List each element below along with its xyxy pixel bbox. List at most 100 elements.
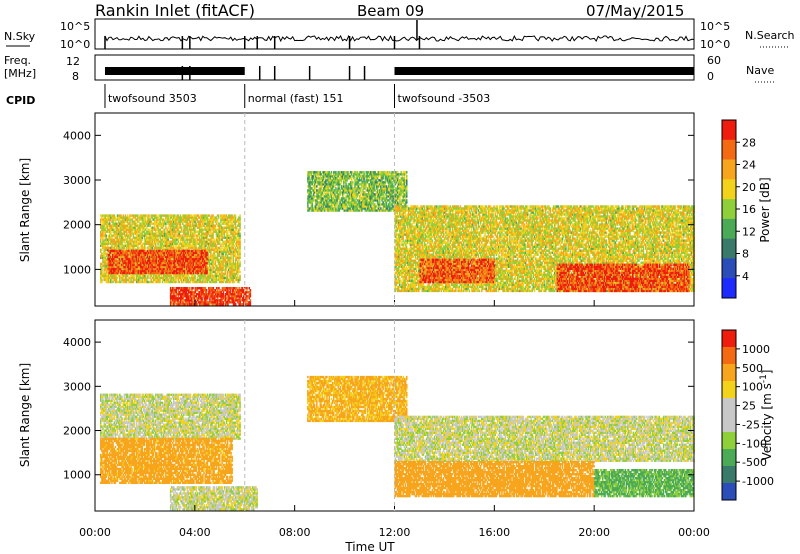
echo-cell bbox=[120, 216, 122, 219]
echo-cell bbox=[114, 216, 117, 219]
echo-cell bbox=[144, 218, 147, 221]
echo-cell bbox=[116, 236, 119, 239]
echo-cell bbox=[137, 230, 139, 233]
echo-cell bbox=[109, 230, 111, 233]
echo-cell bbox=[143, 216, 146, 219]
echo-cell bbox=[131, 238, 133, 241]
echo-cell bbox=[151, 222, 154, 225]
echo-cell bbox=[128, 246, 130, 250]
echo-cell bbox=[167, 220, 169, 223]
echo-cell bbox=[144, 276, 147, 280]
echo-cell bbox=[123, 248, 126, 252]
echo-cell bbox=[138, 280, 140, 284]
echo-cell bbox=[142, 280, 145, 284]
echo-cell bbox=[111, 276, 113, 280]
echo-cell bbox=[180, 280, 183, 284]
echo-cell bbox=[124, 224, 127, 227]
echo-cell bbox=[157, 236, 159, 239]
echo-cell bbox=[233, 280, 236, 284]
echo-cell bbox=[176, 274, 178, 278]
echo-cell bbox=[160, 214, 163, 217]
echo-cell bbox=[165, 278, 167, 282]
echo-cell bbox=[109, 236, 111, 239]
echo-cell bbox=[128, 240, 130, 243]
echo-cell bbox=[107, 280, 110, 284]
echo-cell bbox=[161, 276, 164, 280]
echo-cell bbox=[167, 222, 169, 225]
echo-cell bbox=[121, 266, 123, 270]
echo-cell bbox=[177, 240, 180, 243]
echo-cell bbox=[118, 280, 120, 284]
echo-cell bbox=[173, 280, 175, 284]
echo-cell bbox=[173, 276, 175, 280]
echo-cell bbox=[104, 230, 107, 233]
echo-cell bbox=[234, 222, 237, 225]
echo-cell bbox=[125, 230, 128, 233]
echo-cell bbox=[147, 280, 149, 284]
echo-cell bbox=[103, 240, 105, 243]
echo-cell bbox=[164, 232, 166, 235]
echo-cell bbox=[153, 218, 156, 221]
echo-cell bbox=[180, 242, 183, 246]
echo-cell bbox=[124, 234, 127, 237]
echo-cell bbox=[150, 274, 153, 278]
echo-cell bbox=[142, 230, 145, 233]
echo-cell bbox=[157, 244, 159, 248]
echo-cell bbox=[134, 216, 137, 219]
echo-cell bbox=[120, 280, 122, 284]
echo-cell bbox=[114, 226, 117, 229]
echo-cell bbox=[143, 238, 146, 241]
echo-cell bbox=[175, 224, 177, 227]
echo-cell bbox=[176, 246, 178, 250]
echo-cell bbox=[151, 280, 154, 284]
echo-cell bbox=[183, 236, 185, 239]
echo-cell bbox=[157, 280, 159, 284]
echo-cell bbox=[177, 228, 180, 231]
echo-cell bbox=[171, 214, 174, 217]
echo-cell bbox=[144, 232, 147, 235]
echo-cell bbox=[155, 228, 157, 231]
echo-cell bbox=[160, 240, 163, 243]
echo-cell bbox=[164, 278, 166, 282]
echo-cell bbox=[140, 234, 142, 237]
echo-cell bbox=[149, 238, 151, 241]
echo-cell bbox=[155, 242, 157, 246]
echo-cell bbox=[100, 234, 102, 237]
echo-cell bbox=[134, 228, 137, 231]
echo-cell bbox=[101, 278, 103, 282]
echo-cell bbox=[234, 214, 237, 217]
echo-cell bbox=[158, 230, 160, 233]
echo-cell bbox=[129, 240, 131, 243]
echo-cell bbox=[100, 218, 102, 221]
echo-cell bbox=[143, 240, 146, 243]
echo-cell bbox=[179, 276, 182, 280]
echo-cell bbox=[174, 216, 176, 219]
echo-cell bbox=[100, 226, 102, 229]
echo-cell bbox=[122, 280, 125, 284]
echo-cell bbox=[150, 214, 153, 217]
echo-cell bbox=[146, 238, 148, 241]
echo-cell bbox=[134, 244, 137, 248]
echo-cell bbox=[114, 236, 117, 239]
echo-cell bbox=[118, 222, 120, 225]
echo-cell bbox=[178, 216, 181, 219]
echo-cell bbox=[123, 220, 126, 223]
echo-cell bbox=[120, 276, 122, 280]
echo-cell bbox=[150, 234, 153, 237]
echo-cell bbox=[148, 218, 150, 221]
echo-cell bbox=[165, 238, 167, 241]
echo-cell bbox=[164, 244, 166, 248]
echo-cell bbox=[103, 220, 105, 223]
echo-cell bbox=[164, 242, 166, 246]
echo-cell bbox=[105, 226, 108, 229]
echo-cell bbox=[160, 274, 163, 278]
echo-cell bbox=[179, 240, 182, 243]
echo-cell bbox=[177, 274, 180, 278]
echo-cell bbox=[176, 276, 178, 280]
echo-cell bbox=[171, 280, 174, 284]
echo-cell bbox=[150, 226, 153, 229]
echo-cell bbox=[100, 264, 102, 268]
echo-cell bbox=[104, 250, 107, 254]
echo-cell bbox=[124, 216, 127, 219]
echo-cell bbox=[130, 244, 132, 248]
